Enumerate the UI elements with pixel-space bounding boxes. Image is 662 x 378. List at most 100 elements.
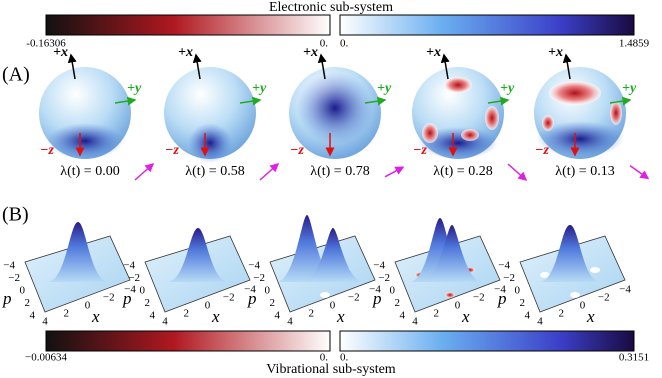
tick-label: 0 [580, 300, 586, 312]
axis-label: x [91, 307, 100, 326]
axis-arrow [562, 53, 572, 80]
sphere-density [485, 106, 499, 130]
tick-label: 4 [287, 316, 293, 328]
sphere-density [610, 101, 622, 125]
tick-label: −2 [128, 272, 140, 284]
tick-label: −4 [373, 260, 385, 272]
sphere-density [536, 121, 624, 157]
tick-label: 4 [275, 310, 281, 322]
axis-label: +y [622, 81, 637, 96]
lambda-arrow [259, 163, 280, 181]
tick-label: 0 [20, 285, 26, 297]
tick-label: 0 [205, 300, 211, 312]
tick-label: 0 [330, 300, 336, 312]
tick-label: 2 [309, 308, 315, 320]
axis-arrow [114, 96, 137, 106]
tick-label: 4 [412, 316, 418, 328]
axis-label: +y [252, 81, 267, 96]
tick-label: 4 [30, 310, 36, 322]
sphere-density [444, 77, 472, 93]
colorbar-label: 0.3151 [619, 352, 649, 364]
axis-arrow [239, 96, 262, 106]
tick-label: 4 [400, 310, 406, 322]
axis-label: +x [426, 45, 441, 60]
surface-peak [540, 225, 600, 282]
colorbar-label: -0.16306 [26, 38, 66, 50]
axis-label: p [497, 289, 507, 308]
top-colorbar: Electronic sub-system -0.16306 0. 0. 1.4… [26, 0, 649, 49]
axis-label: +y [127, 81, 142, 96]
lambda-arrow [134, 163, 155, 181]
tick-label: 2 [25, 297, 31, 309]
colorbar-negative [45, 330, 331, 352]
sphere-density [47, 123, 123, 159]
tick-label: 0 [515, 285, 521, 297]
lambda-label: λ(t) = 0.13 [555, 164, 614, 179]
axis-label: +y [500, 81, 515, 96]
tick-label: 0 [265, 285, 271, 297]
tick-label: 2 [434, 308, 440, 320]
axis-arrow [487, 96, 510, 106]
tick-label: 2 [520, 297, 526, 309]
tick-label: −2 [503, 272, 515, 284]
lambda-label: λ(t) = 0.28 [433, 164, 492, 179]
tick-label: 2 [395, 297, 401, 309]
axis-arrow [192, 53, 202, 80]
surface-density [540, 272, 550, 278]
lambda-arrow [507, 163, 528, 181]
tick-label: 4 [162, 316, 168, 328]
tick-label: 0 [140, 285, 146, 297]
axis-label: +x [178, 45, 193, 60]
sphere-density [542, 115, 554, 131]
colorbar-label: 0. [320, 352, 329, 364]
axis-label: −z [165, 143, 179, 158]
axis-arrow [67, 53, 77, 80]
colorbar-negative [45, 14, 331, 36]
tick-label: −4 [369, 284, 381, 296]
surface-peak [422, 225, 482, 282]
tick-label: −2 [598, 292, 610, 304]
colorbar-title: Vibrational sub-system [266, 362, 396, 377]
sphere-density [297, 72, 373, 144]
tick-label: 2 [64, 308, 70, 320]
sphere-density [422, 123, 438, 143]
panel-label: (B) [2, 204, 29, 226]
tick-label: 4 [525, 310, 531, 322]
surface-density [445, 292, 455, 298]
tick-label: 0 [85, 300, 91, 312]
tick-label: −2 [473, 292, 485, 304]
colorbar-positive [339, 14, 635, 36]
tick-label: 4 [537, 316, 543, 328]
tick-label: −4 [248, 260, 260, 272]
axis-label: x [586, 307, 595, 326]
surface-peak [168, 228, 228, 282]
surface-peak [303, 228, 363, 282]
sphere-density [549, 81, 601, 105]
axis-label: +y [377, 81, 392, 96]
axis-label: x [336, 307, 345, 326]
tick-label: 2 [270, 297, 276, 309]
colorbar-label: 1.4859 [619, 38, 650, 50]
axis-label: −z [290, 143, 304, 158]
tick-label: −2 [223, 292, 235, 304]
surface-density [570, 292, 580, 298]
tick-label: 2 [145, 297, 151, 309]
colorbar-label: 0. [320, 38, 329, 50]
sphere-density [188, 123, 232, 163]
surface-density [320, 292, 330, 298]
bottom-colorbar: −0.00634 0. 0. 0.3151 Vibrational sub-sy… [25, 330, 649, 377]
tick-label: 2 [559, 308, 565, 320]
sphere-panel: +x +y −z λ(t) = 0.00 [39, 45, 155, 181]
sphere-panel: +x +y −z λ(t) = 0.78 [289, 45, 405, 179]
surface-density [590, 267, 600, 273]
axis-label: p [372, 289, 382, 308]
tick-label: 4 [150, 310, 156, 322]
tick-label: 0 [455, 300, 461, 312]
tick-label: −4 [124, 284, 136, 296]
tick-label: −4 [244, 284, 256, 296]
